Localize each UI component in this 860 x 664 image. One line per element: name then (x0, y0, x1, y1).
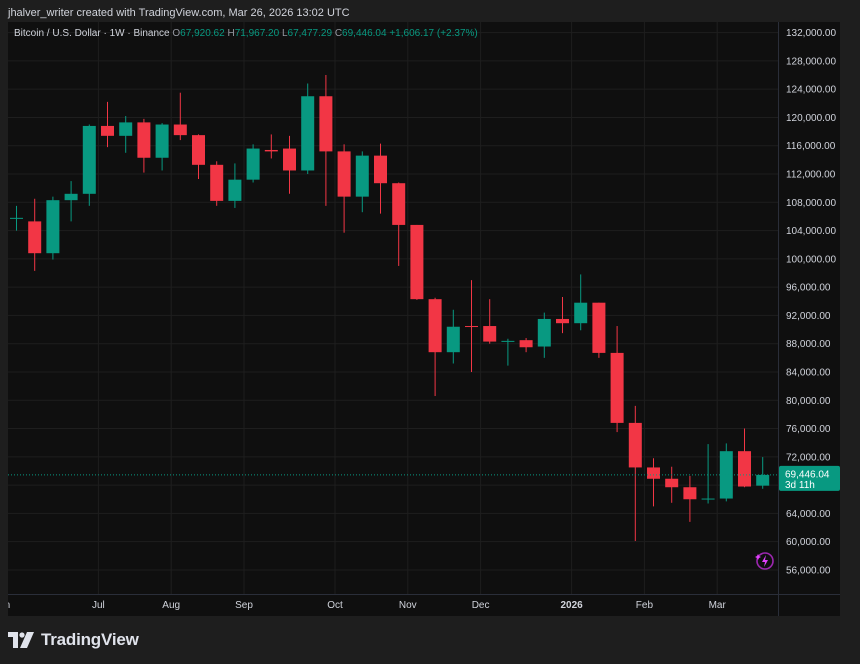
candle-body-down (264, 149, 278, 152)
candle-body-down (137, 122, 151, 158)
open-value: 67,920.62 (180, 28, 225, 39)
y-tick-label: 112,000.00 (786, 170, 836, 181)
last-price-badge (779, 465, 840, 491)
y-tick-label: 120,000.00 (786, 113, 836, 124)
low-value: 67,477.29 (287, 28, 333, 39)
y-tick-label: 96,000.00 (786, 283, 831, 294)
y-tick-label: 124,000.00 (786, 85, 836, 96)
candle-body-down (28, 221, 42, 254)
candle-body-down (519, 340, 533, 348)
y-tick-label: 80,000.00 (786, 396, 831, 407)
candle-body-up (719, 451, 733, 499)
candle-body-up (537, 318, 551, 347)
candle-body-up (246, 148, 260, 180)
tradingview-logo-icon (8, 632, 34, 648)
candle-body-up (228, 179, 242, 201)
candle-body-up (119, 122, 133, 136)
y-tick-label: 132,000.00 (786, 28, 836, 39)
candle-body-down (465, 326, 478, 328)
chart-credit: jhalver_writer created with TradingView.… (8, 7, 350, 19)
candle-body-down (410, 224, 424, 300)
y-tick-label: 56,000.00 (786, 565, 831, 576)
x-tick-label: Nov (399, 600, 417, 611)
x-tick-label: Jul (92, 600, 105, 611)
high-value: 71,967.20 (234, 28, 280, 39)
high-label: H (227, 28, 235, 39)
candle-body-down (683, 487, 697, 500)
x-tick-label: 2026 (560, 600, 583, 611)
candle-body-up (446, 326, 460, 353)
y-tick-label: 116,000.00 (786, 141, 836, 152)
x-tick-label: Sep (235, 600, 253, 611)
y-tick-label: 92,000.00 (786, 311, 831, 322)
x-tick-label: n (8, 600, 10, 611)
candle-body-down (483, 326, 497, 342)
chart-area[interactable]: 56,000.0060,000.0064,000.0068,000.0072,0… (8, 22, 840, 616)
candlestick-chart[interactable]: 56,000.0060,000.0064,000.0068,000.0072,0… (8, 22, 840, 616)
candle-body-down (101, 125, 114, 136)
tradingview-brand: TradingView (41, 630, 139, 649)
candle-body-down (556, 318, 569, 324)
y-tick-label: 108,000.00 (786, 198, 836, 209)
candle-body-down (337, 151, 351, 197)
x-tick-label: Dec (472, 600, 490, 611)
y-tick-label: 64,000.00 (786, 509, 831, 520)
candle-body-up (64, 193, 78, 201)
symbol-title[interactable]: Bitcoin / U.S. Dollar · 1W · Binance (14, 28, 170, 39)
y-tick-label: 72,000.00 (786, 452, 831, 463)
close-label: C (334, 28, 343, 39)
last-price-value: 69,446.04 (785, 469, 830, 480)
x-tick-label: Aug (162, 600, 180, 611)
candle-body-up (501, 340, 515, 342)
x-tick-label: Mar (709, 600, 727, 611)
candle-body-down (665, 478, 679, 488)
candle-body-down (738, 451, 751, 487)
candle-body-down (283, 148, 296, 171)
candle-body-up (355, 155, 369, 197)
candle-body-down (428, 299, 442, 353)
candle-body-down (374, 155, 387, 184)
candle-body-down (192, 135, 205, 165)
y-tick-label: 76,000.00 (786, 424, 831, 435)
candle-body-up (155, 124, 169, 158)
y-tick-label: 128,000.00 (786, 56, 836, 67)
candle-body-up (46, 200, 60, 254)
candle-body-down (392, 183, 406, 225)
candle-body-down (173, 124, 187, 136)
y-tick-label: 84,000.00 (786, 367, 831, 378)
candle-body-down (647, 467, 660, 479)
y-tick-label: 100,000.00 (786, 254, 836, 265)
candle-body-down (210, 164, 224, 201)
candle-body-up (756, 474, 770, 486)
candle-body-up (301, 96, 315, 171)
candle-body-down (610, 352, 624, 423)
y-tick-label: 104,000.00 (786, 226, 836, 237)
change-value: +1,606.17 (+2.37%) (389, 28, 478, 39)
low-label: L (281, 28, 288, 39)
candle-body-up (701, 498, 715, 500)
candle-body-down (319, 96, 333, 152)
candle-body-up (82, 125, 96, 194)
open-label: O (172, 28, 181, 39)
sparkle-lightning-icon[interactable] (754, 550, 776, 572)
y-tick-label: 60,000.00 (786, 537, 831, 548)
footer: TradingView (8, 630, 139, 650)
candle-body-up (574, 302, 588, 324)
bar-countdown: 3d 11h (785, 480, 815, 491)
y-tick-label: 88,000.00 (786, 339, 831, 350)
close-value: 69,446.04 (342, 28, 387, 39)
candle-body-up (10, 217, 23, 219)
x-tick-label: Feb (636, 600, 654, 611)
chart-legend: Bitcoin / U.S. Dollar · 1W · Binance O67… (14, 28, 478, 39)
x-tick-label: Oct (327, 600, 343, 611)
candle-body-down (592, 302, 606, 353)
candle-body-down (628, 422, 642, 468)
